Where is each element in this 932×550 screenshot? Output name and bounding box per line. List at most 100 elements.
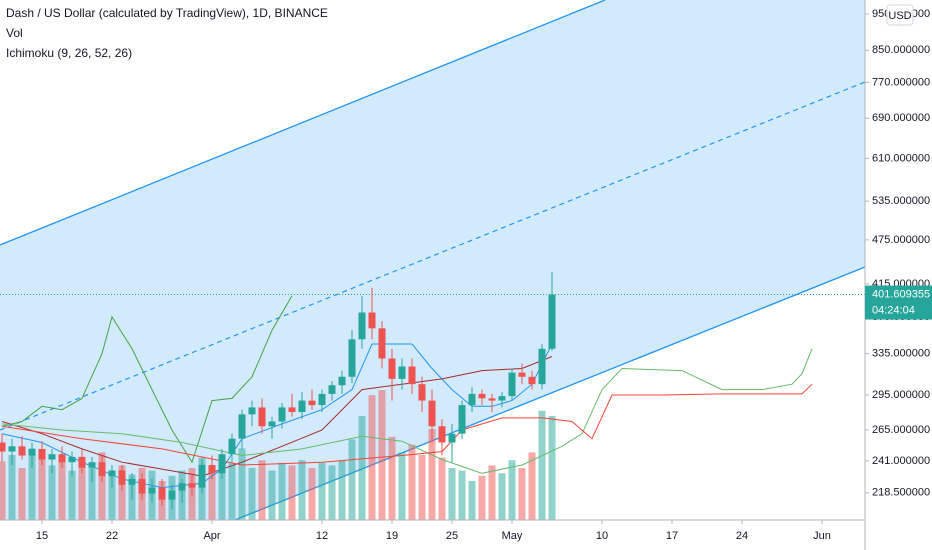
volume-bar (318, 462, 326, 520)
volume-bar (28, 448, 36, 520)
y-tick-label: 295.000000 (872, 389, 930, 401)
candle-body (78, 456, 86, 468)
volume-bar (338, 460, 346, 520)
x-tick-label: Jun (813, 530, 831, 542)
volume-bar (18, 468, 26, 520)
x-tick-label: May (502, 530, 523, 542)
candle-body (378, 328, 386, 359)
candle-body (278, 407, 286, 422)
x-tick-label: 12 (316, 530, 328, 542)
y-tick-label: 690.000000 (872, 112, 930, 124)
volume-bar (538, 410, 546, 520)
candle-body (88, 462, 96, 468)
volume-bar (78, 461, 86, 520)
currency-box[interactable] (886, 4, 914, 26)
volume-bar (518, 468, 526, 520)
volume-bar (268, 470, 276, 520)
plot (0, 272, 865, 520)
y-tick-label: 535.000000 (872, 195, 930, 207)
y-tick-label: 265.000000 (872, 424, 930, 436)
volume-bar (478, 475, 486, 520)
volume-bar (458, 470, 466, 520)
y-tick-label: 770.000000 (872, 76, 930, 88)
volume-bar (118, 465, 126, 520)
volume-bar (108, 473, 116, 520)
y-tick-label: 475.000000 (872, 234, 930, 246)
candle-body (158, 487, 166, 500)
volume-bar (0, 461, 6, 520)
volume-bar (378, 390, 386, 520)
candle-body (178, 483, 186, 491)
axes: 950.000000850.000000770.000000690.000000… (36, 8, 932, 542)
candle-body (118, 470, 126, 485)
x-tick-label: 25 (446, 530, 458, 542)
volume-bar (328, 465, 336, 520)
candle-body (418, 384, 426, 401)
candle-body (368, 312, 376, 329)
volume-bar (238, 448, 246, 520)
volume-bar (438, 457, 446, 520)
candle-body (488, 398, 496, 401)
candle-body (508, 372, 516, 397)
volume-bar (88, 468, 96, 520)
candle-body (68, 456, 76, 463)
candle-body (228, 438, 236, 455)
candle-body (28, 448, 36, 456)
chart-title: Dash / US Dollar (calculated by TradingV… (6, 6, 328, 20)
volume-bar (398, 452, 406, 520)
indicator-label: Vol (6, 26, 23, 40)
volume-bar (248, 468, 256, 520)
y-tick-label: 610.000000 (872, 152, 930, 164)
volume-bar (428, 429, 436, 520)
volume-bar (358, 416, 366, 520)
volume-bar (68, 470, 76, 520)
volume-bar (208, 465, 216, 520)
x-tick-label: 19 (386, 530, 398, 542)
candle-body (188, 483, 196, 488)
candle-body (408, 366, 416, 385)
indicator-label: Ichimoku (9, 26, 52, 26) (6, 46, 132, 60)
candle-body (388, 358, 396, 379)
candle-body (18, 446, 26, 456)
volume-bar (8, 455, 16, 520)
currency[interactable]: USD (888, 10, 911, 22)
x-tick-label: 15 (36, 530, 48, 542)
candle-body (98, 462, 106, 477)
volume-bar (348, 439, 356, 520)
indicator-line (1, 348, 813, 474)
volume-bar (448, 468, 456, 520)
candle-body (238, 414, 246, 439)
candle-body (48, 454, 56, 460)
channel-mid (0, 81, 866, 431)
candle-body (0, 442, 6, 452)
volume-bar (488, 465, 496, 520)
volume-bar (38, 457, 46, 520)
volume-bar (228, 462, 236, 520)
x-tick-label: 24 (736, 530, 748, 542)
volume-bar (508, 460, 516, 520)
countdown: 04:24:04 (872, 304, 915, 316)
candle-body (208, 464, 216, 474)
price-label: 401.609355 (872, 288, 930, 300)
candle-body (398, 366, 406, 379)
y-tick-label: 218.500000 (872, 487, 930, 499)
volume-bar (48, 465, 56, 520)
x-tick-label: 17 (666, 530, 678, 542)
volume-bar (288, 465, 296, 520)
x-tick-label: 10 (596, 530, 608, 542)
y-tick-label: 241.000000 (872, 455, 930, 467)
candle-body (458, 405, 466, 434)
candle-body (38, 448, 46, 460)
volume-bar (408, 444, 416, 520)
candle-body (108, 470, 116, 477)
candle-body (128, 478, 136, 485)
candle-body (298, 400, 306, 413)
candle-body (218, 454, 226, 474)
volume-bar (218, 473, 226, 520)
candle-body (528, 376, 536, 385)
price-label-box (865, 285, 932, 320)
candle-body (318, 393, 326, 406)
candle-body (8, 446, 16, 452)
